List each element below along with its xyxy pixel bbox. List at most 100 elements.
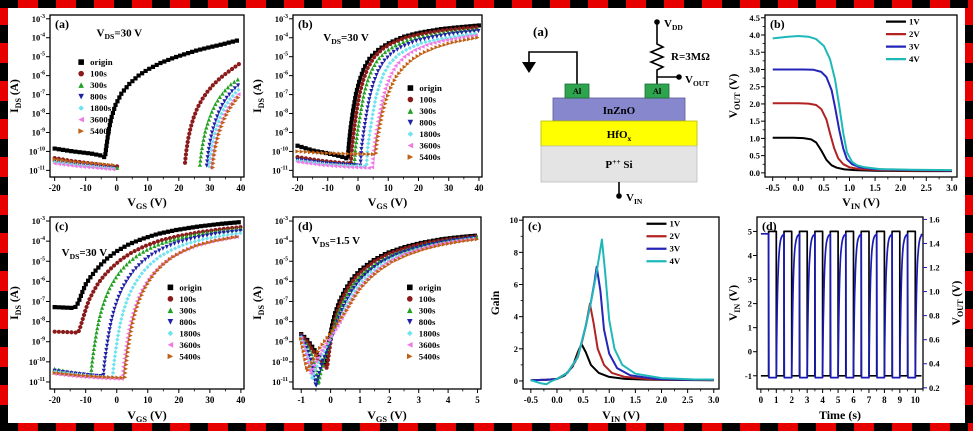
svg-text:10-7: 10-7 <box>32 90 45 100</box>
svg-text:1.5: 1.5 <box>630 395 642 405</box>
svg-text:5: 5 <box>748 226 752 236</box>
svg-text:4: 4 <box>820 395 825 405</box>
svg-text:800s: 800s <box>419 118 436 128</box>
svg-text:40: 40 <box>236 183 246 193</box>
svg-text:-1: -1 <box>297 395 305 405</box>
svg-text:Gain: Gain <box>490 290 502 315</box>
svg-text:IDS (A): IDS (A) <box>9 286 23 320</box>
svg-text:2.0: 2.0 <box>749 99 760 109</box>
svg-text:-20: -20 <box>292 183 304 193</box>
svg-text:100s: 100s <box>419 95 436 105</box>
svg-text:10-7: 10-7 <box>275 90 288 100</box>
svg-text:10: 10 <box>143 183 153 193</box>
svg-text:VOUT (V): VOUT (V) <box>951 281 965 326</box>
svg-text:1.0: 1.0 <box>844 183 856 193</box>
svg-text:10: 10 <box>384 183 394 193</box>
plot-transfer-b: -20 -10 0 10 20 30 40 10-3 10-4 10-5 10-6 10-7 10-8 1… <box>251 8 489 211</box>
svg-text:-0.5: -0.5 <box>766 183 781 193</box>
al-right-label: Al <box>653 86 662 96</box>
svg-text:2: 2 <box>789 395 794 405</box>
figure-canvas: -20 -10 0 10 20 30 40 10-3 10-4 10-5 10-6 10-7 10-8 1… <box>8 8 965 424</box>
svg-text:-0.5: -0.5 <box>524 395 539 405</box>
plot-vtc: -0.5 0.0 0.5 1.0 1.5 2.0 2.5 3.0 0.0 0.5 1.0 1.5 2.0… <box>727 8 965 211</box>
svg-text:7: 7 <box>867 395 872 405</box>
svg-text:10-4: 10-4 <box>32 33 45 43</box>
svg-text:10-6: 10-6 <box>275 71 288 81</box>
transfer-b-chart: -20 -10 0 10 20 30 40 10-3 10-4 10-5 10-6 10-7 10-8 1… <box>252 14 484 211</box>
svg-text:1800s: 1800s <box>90 103 112 113</box>
svg-text:-10: -10 <box>80 395 92 405</box>
svg-text:100s: 100s <box>419 294 436 304</box>
svg-text:0.0: 0.0 <box>793 183 805 193</box>
svg-text:10-10: 10-10 <box>272 357 288 367</box>
svg-text:VDS=1.5 V: VDS=1.5 V <box>312 235 360 249</box>
svg-text:10-9: 10-9 <box>275 337 288 347</box>
svg-text:800s: 800s <box>419 317 436 327</box>
svg-text:10-9: 10-9 <box>32 127 45 137</box>
svg-text:1V: 1V <box>669 219 680 229</box>
svg-text:100s: 100s <box>90 69 107 79</box>
svg-text:VIN (V): VIN (V) <box>602 408 640 423</box>
svg-text:30: 30 <box>444 183 454 193</box>
svg-text:10-4: 10-4 <box>32 236 45 246</box>
svg-text:10-11: 10-11 <box>29 377 45 387</box>
svg-text:1: 1 <box>358 395 363 405</box>
svg-text:0.0: 0.0 <box>749 168 760 178</box>
svg-text:300s: 300s <box>90 80 107 90</box>
al-left-label: Al <box>573 86 582 96</box>
svg-text:10-3: 10-3 <box>275 14 288 24</box>
svg-text:5: 5 <box>475 395 480 405</box>
svg-text:0.5: 0.5 <box>577 395 589 405</box>
svg-text:3V: 3V <box>909 42 920 52</box>
svg-text:1.6: 1.6 <box>929 214 940 224</box>
svg-text:0: 0 <box>328 395 333 405</box>
svg-text:10-3: 10-3 <box>32 216 45 226</box>
svg-text:-1: -1 <box>745 371 752 381</box>
svg-text:VDS=30 V: VDS=30 V <box>97 27 143 41</box>
svg-text:8: 8 <box>514 247 518 257</box>
svg-text:20: 20 <box>414 183 424 193</box>
vin-label: VIN <box>626 192 643 206</box>
svg-text:5400s: 5400s <box>419 351 441 361</box>
svg-text:(d): (d) <box>298 219 313 233</box>
svg-text:VDS=30 V: VDS=30 V <box>323 32 369 46</box>
svg-text:1V: 1V <box>909 17 920 27</box>
svg-text:30: 30 <box>205 395 215 405</box>
svg-text:10: 10 <box>143 395 153 405</box>
svg-text:1.4: 1.4 <box>929 238 940 248</box>
svg-text:10-8: 10-8 <box>275 109 288 119</box>
svg-text:10-6: 10-6 <box>275 276 288 286</box>
svg-text:VGS (V): VGS (V) <box>368 195 408 210</box>
svg-text:(c): (c) <box>55 219 68 233</box>
svg-text:4: 4 <box>748 250 753 260</box>
plot-transfer-a: -20 -10 0 10 20 30 40 10-3 10-4 10-5 10-6 10-7 10-8 1… <box>8 8 251 211</box>
svg-text:300s: 300s <box>419 305 436 315</box>
svg-text:1800s: 1800s <box>179 328 201 338</box>
transfer-a-chart: -20 -10 0 10 20 30 40 10-3 10-4 10-5 10-6 10-7 10-8 1… <box>9 14 246 211</box>
svg-text:IDS (A): IDS (A) <box>9 79 23 113</box>
svg-text:800s: 800s <box>90 92 107 102</box>
svg-text:4: 4 <box>514 312 519 322</box>
svg-text:6: 6 <box>851 395 856 405</box>
svg-text:(b): (b) <box>298 17 313 31</box>
al-contact-left <box>564 83 590 99</box>
svg-text:0: 0 <box>114 395 119 405</box>
svg-text:3: 3 <box>748 275 752 285</box>
svg-text:0.5: 0.5 <box>749 151 760 161</box>
svg-text:20: 20 <box>174 395 184 405</box>
svg-text:IDS (A): IDS (A) <box>252 286 266 320</box>
svg-text:10-5: 10-5 <box>275 256 288 266</box>
svg-text:10-7: 10-7 <box>32 296 45 306</box>
svg-text:VGS (V): VGS (V) <box>127 408 167 423</box>
svg-text:0: 0 <box>759 395 764 405</box>
svg-text:8: 8 <box>882 395 887 405</box>
svg-text:9: 9 <box>898 395 903 405</box>
svg-text:2V: 2V <box>669 231 680 241</box>
ground-wire <box>528 51 578 84</box>
svg-text:2: 2 <box>387 395 392 405</box>
svg-text:800s: 800s <box>179 317 196 327</box>
al-contact-right <box>644 83 670 99</box>
svg-text:0.2: 0.2 <box>929 383 940 393</box>
svg-text:10-9: 10-9 <box>32 337 45 347</box>
